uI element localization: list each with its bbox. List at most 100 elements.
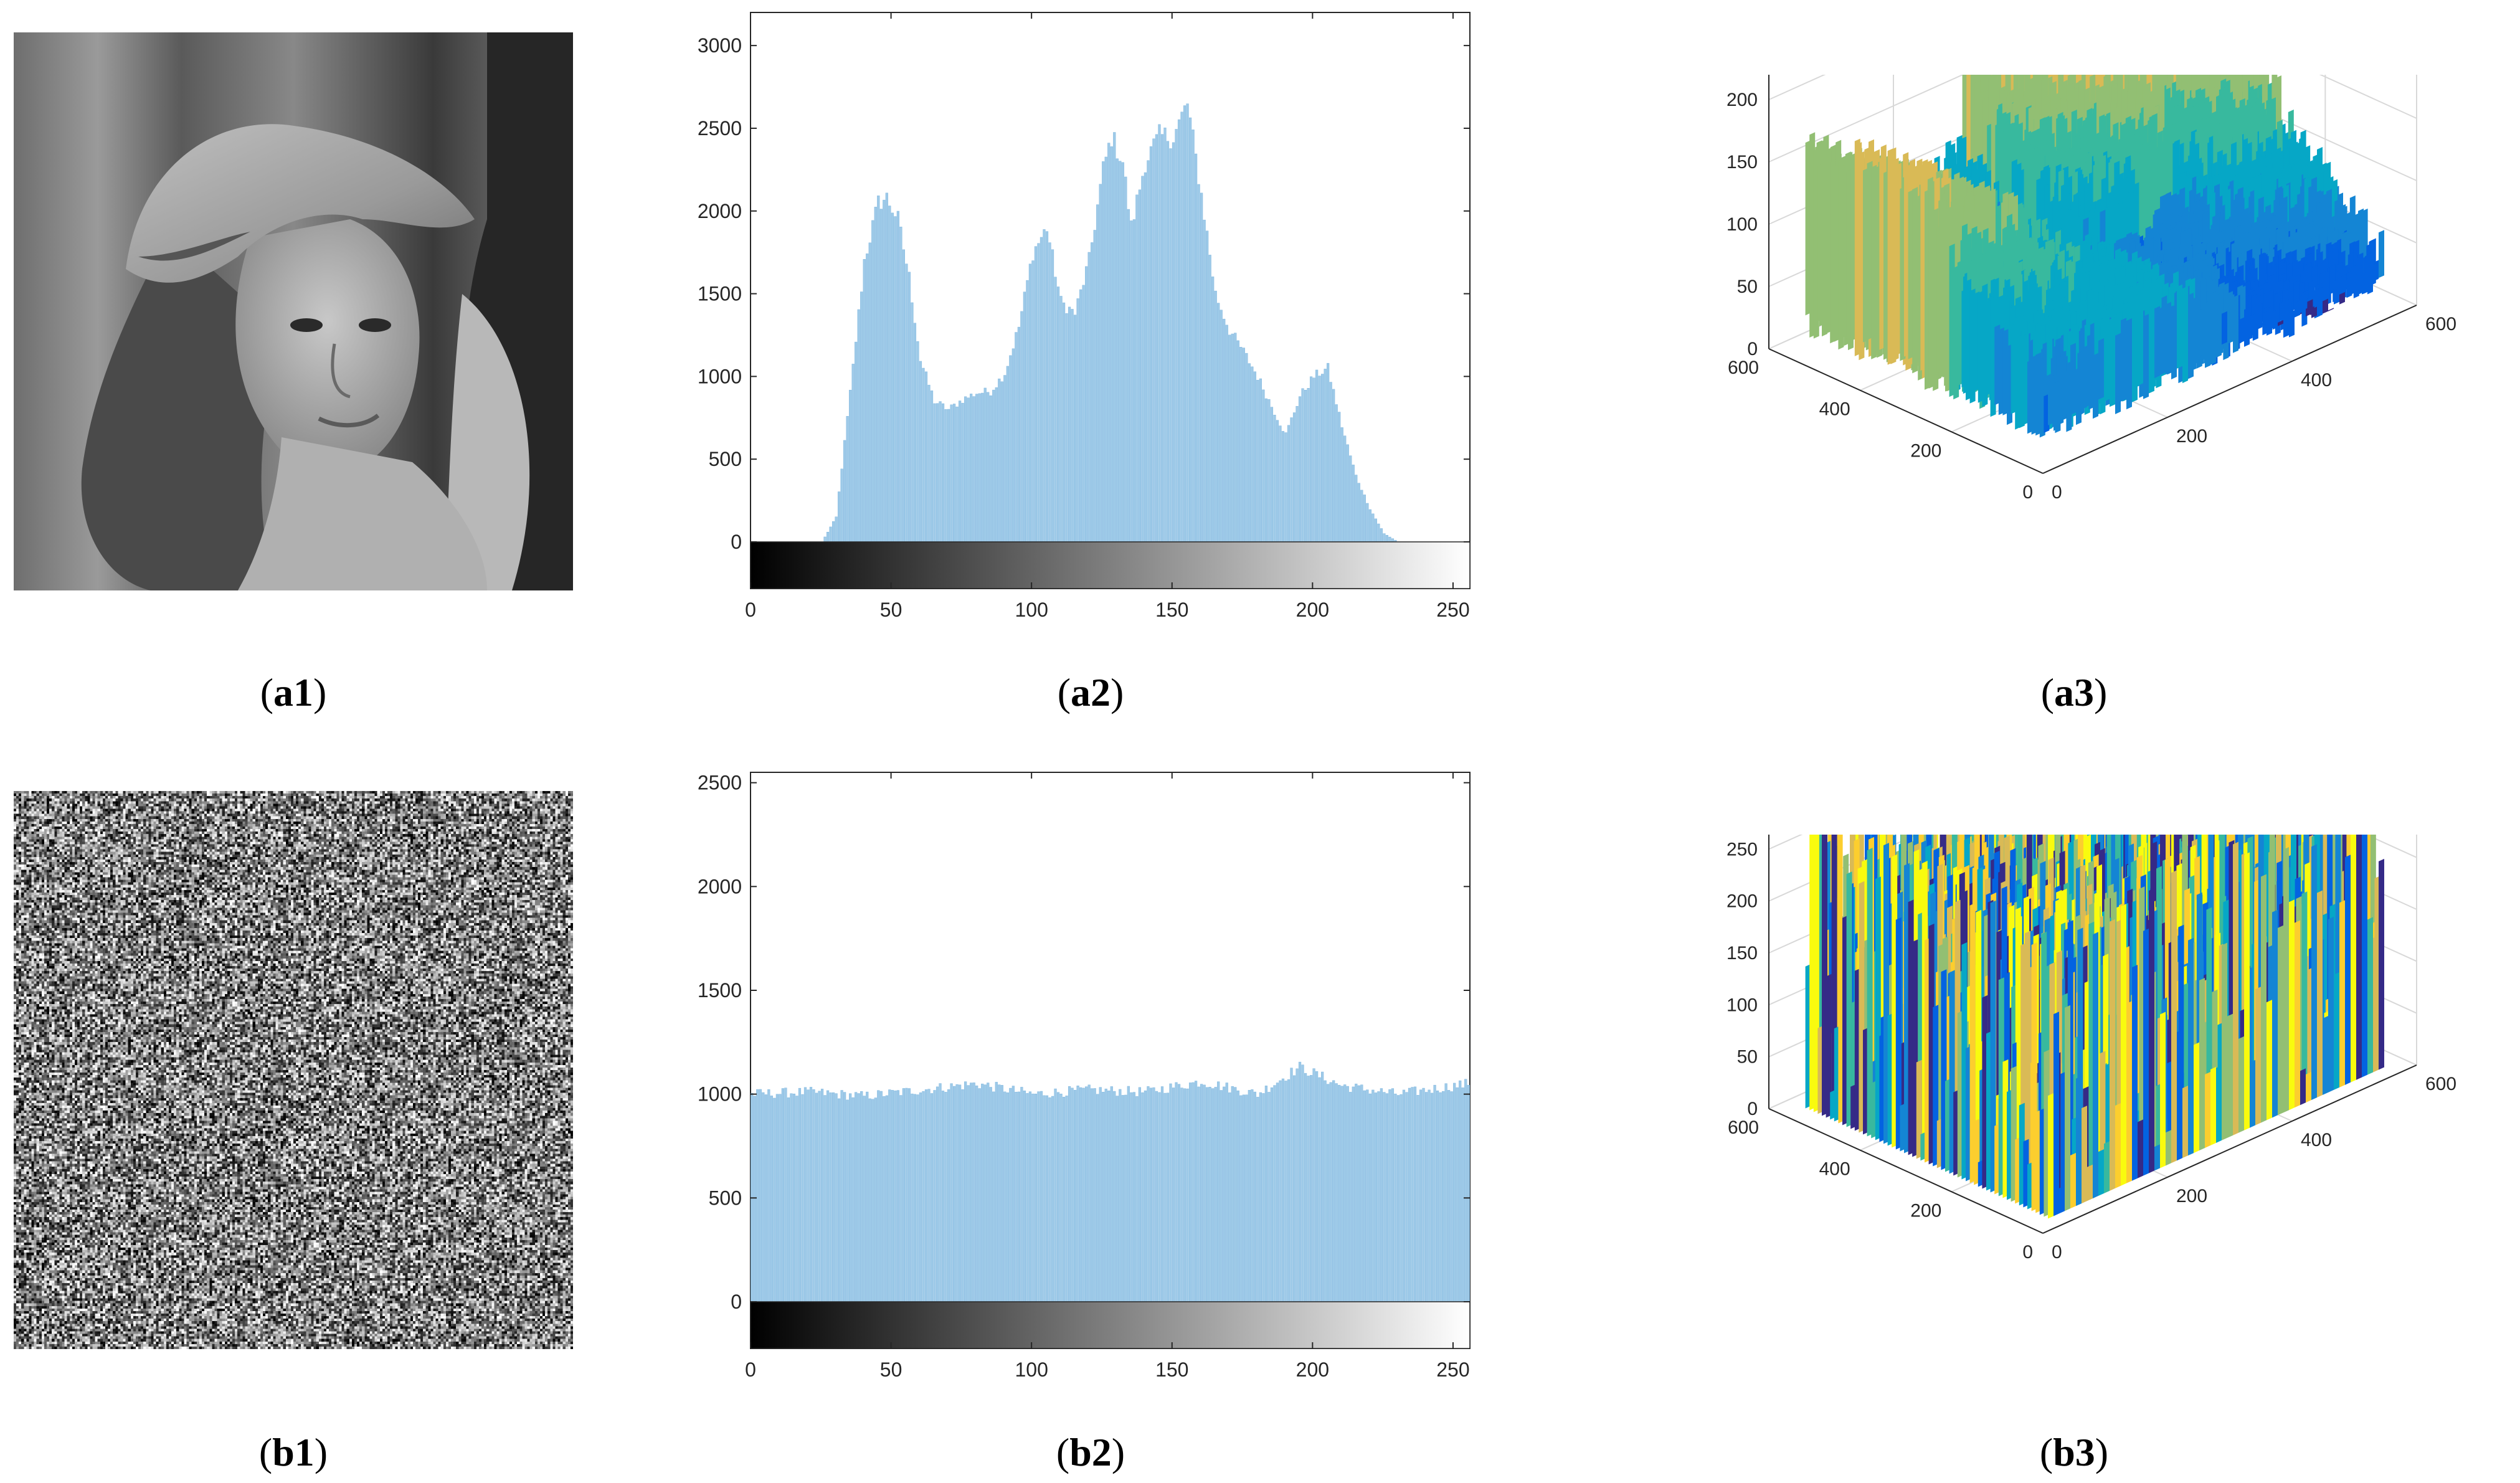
histogram-bar [975, 394, 978, 543]
histogram-bar [1366, 503, 1369, 543]
histogram-bar [1374, 518, 1377, 543]
histogram-bar [1155, 134, 1158, 543]
histogram-bar [1346, 444, 1349, 543]
y-tick-label: 2000 [698, 200, 742, 222]
histogram-bar [1149, 146, 1153, 543]
histogram-bar [1028, 1091, 1032, 1302]
surface-patch [2373, 262, 2379, 282]
histogram-bar [1223, 1086, 1226, 1302]
surface-patch [1826, 974, 1832, 1118]
histogram-bar [1040, 1091, 1043, 1302]
histogram-bar [1424, 1092, 1428, 1302]
surface-patch [2362, 272, 2367, 295]
histogram-bar [1251, 366, 1254, 543]
histogram-bar [868, 1098, 871, 1302]
histogram-bar [983, 387, 987, 543]
surface-patch [2093, 353, 2098, 419]
surface-patch [2250, 313, 2255, 331]
histogram-bar [770, 1096, 773, 1302]
histogram-bar [1031, 260, 1035, 543]
histogram-bar [1349, 1092, 1352, 1302]
histogram-bar [1186, 1088, 1189, 1302]
histogram-bar [1183, 1088, 1187, 1302]
histogram-bar [967, 1085, 970, 1302]
surface-patch [2053, 381, 2059, 431]
histogram-bar [1228, 334, 1231, 543]
surface-patch [2238, 317, 2244, 344]
grayscale-colorbar [750, 1301, 1471, 1349]
histogram-bar [1225, 1083, 1228, 1302]
histogram-bar [1023, 1090, 1026, 1302]
histogram-bar [959, 1084, 962, 1302]
histogram-bar [1276, 420, 1279, 543]
histogram-bar [855, 341, 858, 543]
histogram-bar [1116, 1096, 1119, 1302]
histogram-bar [1054, 1088, 1057, 1302]
histogram-bar [1368, 1093, 1371, 1302]
histogram-bar [1166, 1092, 1170, 1302]
histogram-bar [829, 526, 832, 543]
histogram-bar [1439, 1092, 1442, 1302]
histogram-bar [964, 1081, 967, 1302]
histogram-bar [1259, 378, 1262, 543]
z-tick-label: 0 [1747, 339, 1758, 359]
histogram-bar [767, 1089, 770, 1302]
x-tick-label: 0 [2052, 482, 2062, 503]
histogram-bar [784, 1087, 787, 1302]
histogram-bar [1206, 230, 1209, 543]
grayscale-colorbar [750, 541, 1471, 589]
y-tick-label: 2500 [698, 772, 742, 794]
histogram-bar [1211, 277, 1215, 543]
histogram-bar [1220, 1090, 1223, 1302]
histogram-bar [815, 1092, 818, 1302]
histogram-bar [1056, 1092, 1060, 1302]
histogram-bar [1239, 347, 1243, 543]
histogram-bar [1147, 1086, 1150, 1302]
histogram-bar [1270, 1087, 1274, 1302]
histogram-bar [1037, 1091, 1040, 1302]
histogram-bar [1149, 1087, 1153, 1302]
histogram-bar [1200, 1084, 1203, 1302]
histogram-bar [1104, 1088, 1107, 1302]
surface-patch [2188, 292, 2194, 379]
histogram-bar [835, 516, 838, 543]
histogram-bar [967, 397, 970, 543]
histogram-bar [1102, 1092, 1105, 1302]
histogram-bar [1321, 1071, 1324, 1302]
histogram-bar [1228, 1092, 1231, 1302]
surface-patch [2154, 306, 2160, 379]
histogram-bar [1391, 538, 1395, 543]
histogram-bar [1380, 528, 1383, 543]
histogram-bar [1327, 1084, 1330, 1302]
histogram-bar [1248, 363, 1251, 543]
histogram-bar [860, 291, 863, 543]
histogram-bar [1003, 1091, 1007, 1302]
x-tick-label: 50 [880, 599, 902, 621]
histogram-bar [1085, 266, 1088, 543]
surface-patch [2379, 230, 2384, 278]
histogram-bar [1366, 1089, 1369, 1302]
histogram-bar [1256, 1097, 1259, 1302]
histogram-bar [1051, 249, 1054, 543]
histogram-bar [894, 1090, 897, 1302]
histogram-bar [1402, 1089, 1406, 1302]
histogram-bar [972, 1083, 975, 1302]
histogram-bar [1183, 105, 1187, 543]
histogram-bar [1242, 348, 1245, 543]
histogram-bar [1073, 315, 1077, 543]
histogram-bar [1127, 209, 1130, 543]
y-tick-label: 400 [1819, 399, 1850, 420]
histogram-bar [1175, 129, 1178, 543]
surface-patch [2160, 305, 2166, 376]
histogram-bar [1461, 1087, 1464, 1302]
histogram-bar [1082, 285, 1085, 543]
histogram-bar [1453, 1083, 1456, 1302]
histogram-bar [835, 1093, 838, 1302]
histogram-bar [1335, 1083, 1338, 1302]
histogram-bar [826, 531, 830, 543]
histogram-bar [1234, 333, 1237, 543]
surface-patch [2194, 296, 2199, 365]
x-tick-label: 250 [1436, 599, 1469, 621]
histogram-bar [1315, 369, 1319, 543]
histogram-bar [1037, 243, 1040, 543]
